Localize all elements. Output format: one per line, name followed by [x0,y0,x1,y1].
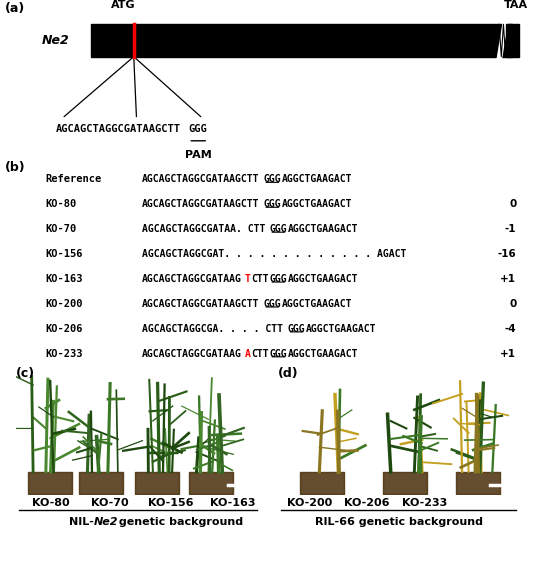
Text: ATG: ATG [111,0,135,10]
Text: KO-206: KO-206 [45,324,83,334]
Text: CTT: CTT [251,349,269,358]
Text: AGGCTGAAGACT: AGGCTGAAGACT [281,174,352,184]
Text: AGCAGCTAGGCGATAAGCTT: AGCAGCTAGGCGATAAGCTT [142,174,259,184]
Text: GGG: GGG [269,274,287,284]
Text: CTT: CTT [251,274,269,284]
Text: AGGCTGAAGACT: AGGCTGAAGACT [281,299,352,309]
Text: GGG: GGG [263,299,281,309]
Text: A: A [245,349,251,358]
Text: Reference: Reference [45,174,102,184]
Text: KO-156: KO-156 [148,498,194,508]
Text: -4: -4 [505,324,516,334]
Text: KO-80: KO-80 [45,199,77,209]
Text: AGCAGCTAGGCGATAA. CTT: AGCAGCTAGGCGATAA. CTT [142,224,265,234]
Text: AGGCTGAAGACT: AGGCTGAAGACT [281,199,352,209]
Text: GGG: GGG [263,174,281,184]
Bar [506,24,512,57]
Text: GGG: GGG [269,349,287,358]
Text: 0: 0 [509,199,516,209]
Text: KO-156: KO-156 [45,249,83,259]
Text: GGG: GGG [287,324,305,334]
Text: AGCAGCTAGGCGATAAGCTT: AGCAGCTAGGCGATAAGCTT [142,299,259,309]
Text: (a): (a) [5,2,26,14]
Text: KO-233: KO-233 [402,498,447,508]
Text: KO-200: KO-200 [45,299,83,309]
Text: AGCAGCTAGGCGATAAGCTT: AGCAGCTAGGCGATAAGCTT [56,124,181,135]
Text: GGG: GGG [269,224,287,234]
Text: KO-163: KO-163 [45,274,83,284]
Text: RIL-66 genetic background: RIL-66 genetic background [315,517,483,527]
Text: T: T [245,274,251,284]
Text: +1: +1 [500,274,516,284]
Text: Ne2: Ne2 [42,34,70,47]
Text: genetic background: genetic background [115,517,243,527]
Bar [91,24,519,57]
Text: AGGCTGAAGACT: AGGCTGAAGACT [287,274,358,284]
Text: -1: -1 [505,224,516,234]
Text: TAA: TAA [504,0,529,10]
Text: AGCAGCTAGGCGATAAG: AGCAGCTAGGCGATAAG [142,274,242,284]
Text: AGGCTGAAGACT: AGGCTGAAGACT [305,324,376,334]
Text: (d): (d) [278,367,299,380]
Text: (b): (b) [5,161,26,174]
Text: KO-70: KO-70 [91,498,128,508]
Text: GGG: GGG [188,124,207,135]
Text: KO-80: KO-80 [32,498,70,508]
Text: 0: 0 [509,299,516,309]
Text: AGGCTGAAGACT: AGGCTGAAGACT [287,224,358,234]
Text: Ne2: Ne2 [94,517,118,527]
Text: NIL-: NIL- [69,517,94,527]
Text: GGG: GGG [263,199,281,209]
Text: AGCAGCTAGGCGAT. . . . . . . . . . . . . AGACT: AGCAGCTAGGCGAT. . . . . . . . . . . . . … [142,249,406,259]
Text: KO-200: KO-200 [287,498,332,508]
Text: -16: -16 [498,249,516,259]
Text: AGGCTGAAGACT: AGGCTGAAGACT [287,349,358,358]
Text: PAM: PAM [185,150,212,160]
Text: KO-163: KO-163 [210,498,256,508]
Text: AGCAGCTAGGCGA. . . . CTT: AGCAGCTAGGCGA. . . . CTT [142,324,283,334]
Text: KO-206: KO-206 [343,498,389,508]
Text: +1: +1 [500,349,516,358]
Text: AGCAGCTAGGCGATAAGCTT: AGCAGCTAGGCGATAAGCTT [142,199,259,209]
Text: KO-233: KO-233 [45,349,83,358]
Text: AGCAGCTAGGCGATAAG: AGCAGCTAGGCGATAAG [142,349,242,358]
Text: (c): (c) [16,367,35,380]
Text: KO-70: KO-70 [45,224,77,234]
